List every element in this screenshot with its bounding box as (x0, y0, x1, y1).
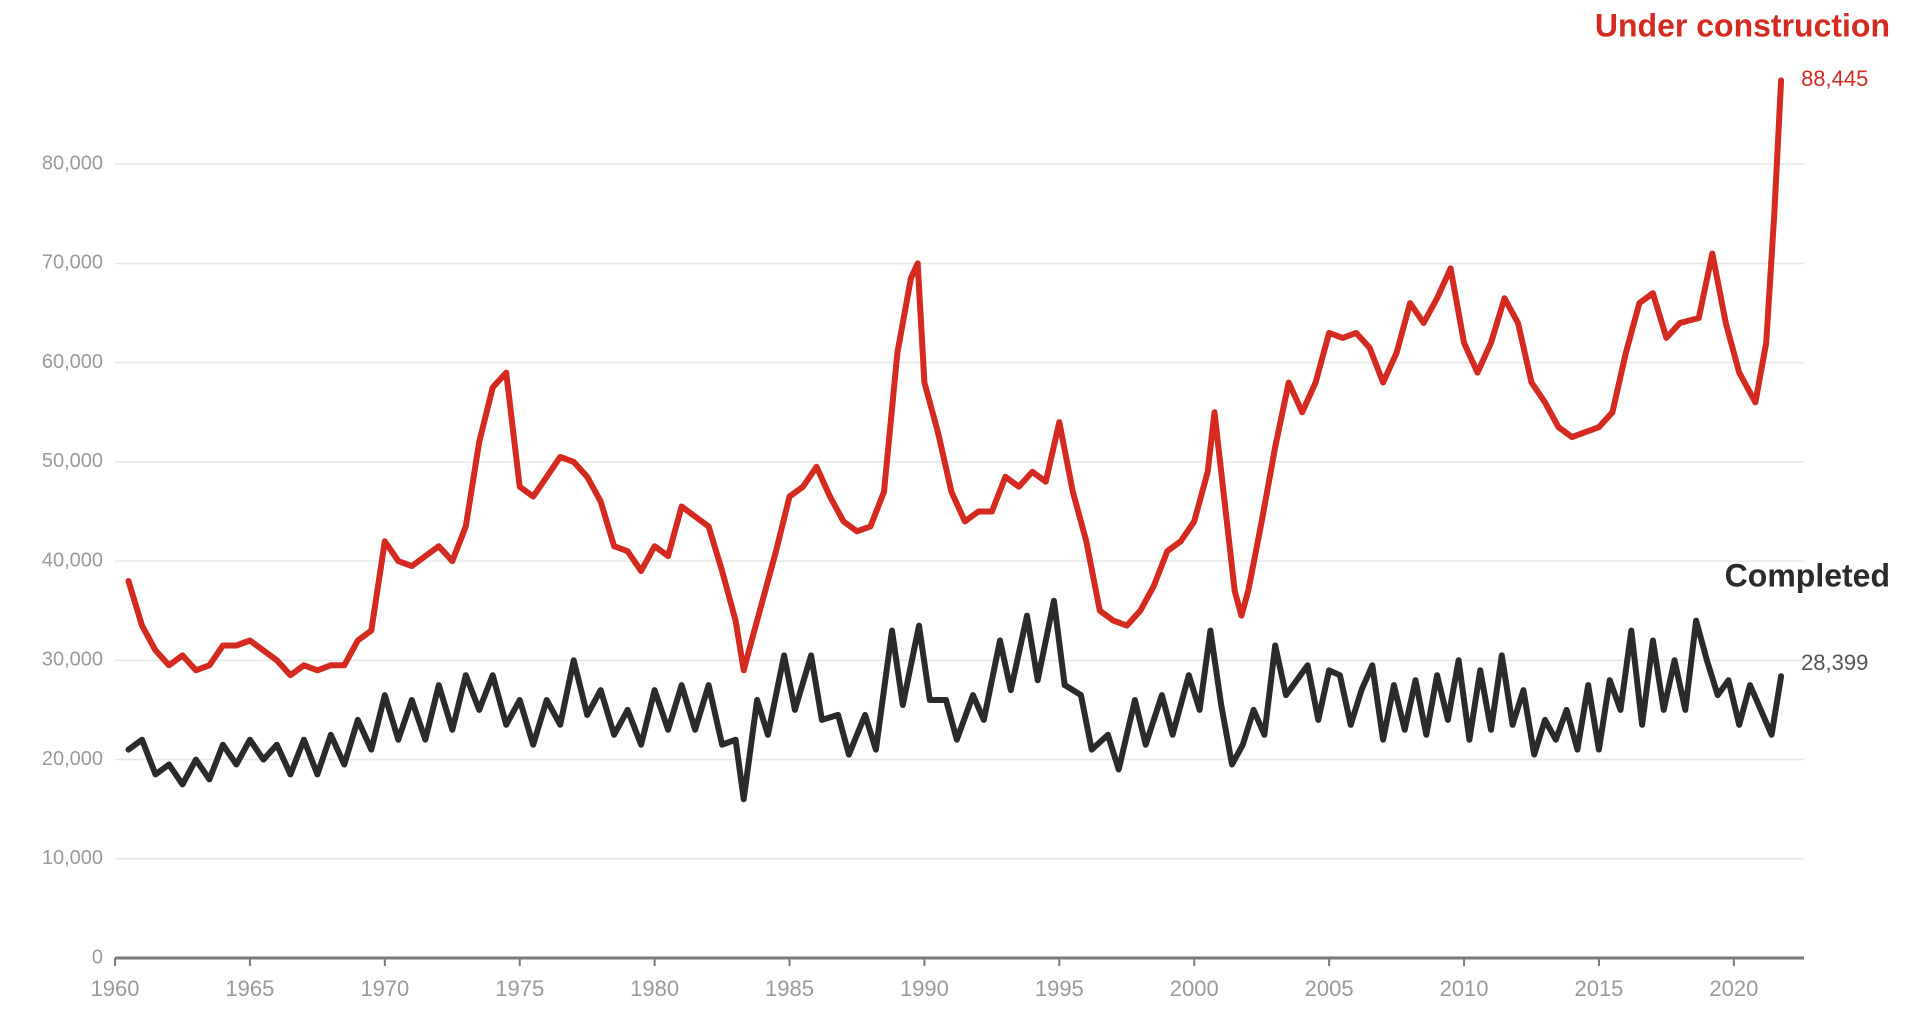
y-tick-label: 0 (92, 946, 103, 968)
x-tick-label: 2010 (1440, 976, 1489, 1001)
x-tick-label: 1990 (900, 976, 949, 1001)
x-tick-label: 1995 (1035, 976, 1084, 1001)
x-tick-label: 1980 (630, 976, 679, 1001)
series-line (125, 597, 1785, 803)
x-tick-label: 2015 (1574, 976, 1623, 1001)
y-tick-label: 80,000 (42, 153, 103, 175)
y-tick-label: 40,000 (42, 549, 103, 571)
series-name-label: Under construction (1595, 7, 1890, 43)
x-tick-label: 1970 (360, 976, 409, 1001)
grid (114, 163, 1804, 966)
x-tick-label: 2000 (1170, 976, 1219, 1001)
y-tick-label: 20,000 (42, 748, 103, 770)
y-tick-label: 70,000 (42, 252, 103, 274)
y-tick-label: 30,000 (42, 649, 103, 671)
y-tick-label: 50,000 (42, 450, 103, 472)
x-tick-label: 2005 (1305, 976, 1354, 1001)
x-tick-label: 2020 (1709, 976, 1758, 1001)
y-tick-label: 10,000 (42, 847, 103, 869)
x-tick-label: 1985 (765, 976, 814, 1001)
x-tick-label: 1960 (91, 976, 140, 1001)
series-line (125, 77, 1785, 679)
series-name-label: Completed (1725, 558, 1890, 594)
end-value-label: 28,399 (1801, 650, 1868, 675)
end-value-label: 88,445 (1801, 66, 1868, 91)
plot-area (125, 77, 1785, 803)
x-tick-label: 1975 (495, 976, 544, 1001)
x-tick-label: 1965 (225, 976, 274, 1001)
labels: 0 10,000 20,000 30,000 40,000 50,000 60,000 70,… (42, 7, 1890, 1000)
y-tick-label: 60,000 (42, 351, 103, 373)
